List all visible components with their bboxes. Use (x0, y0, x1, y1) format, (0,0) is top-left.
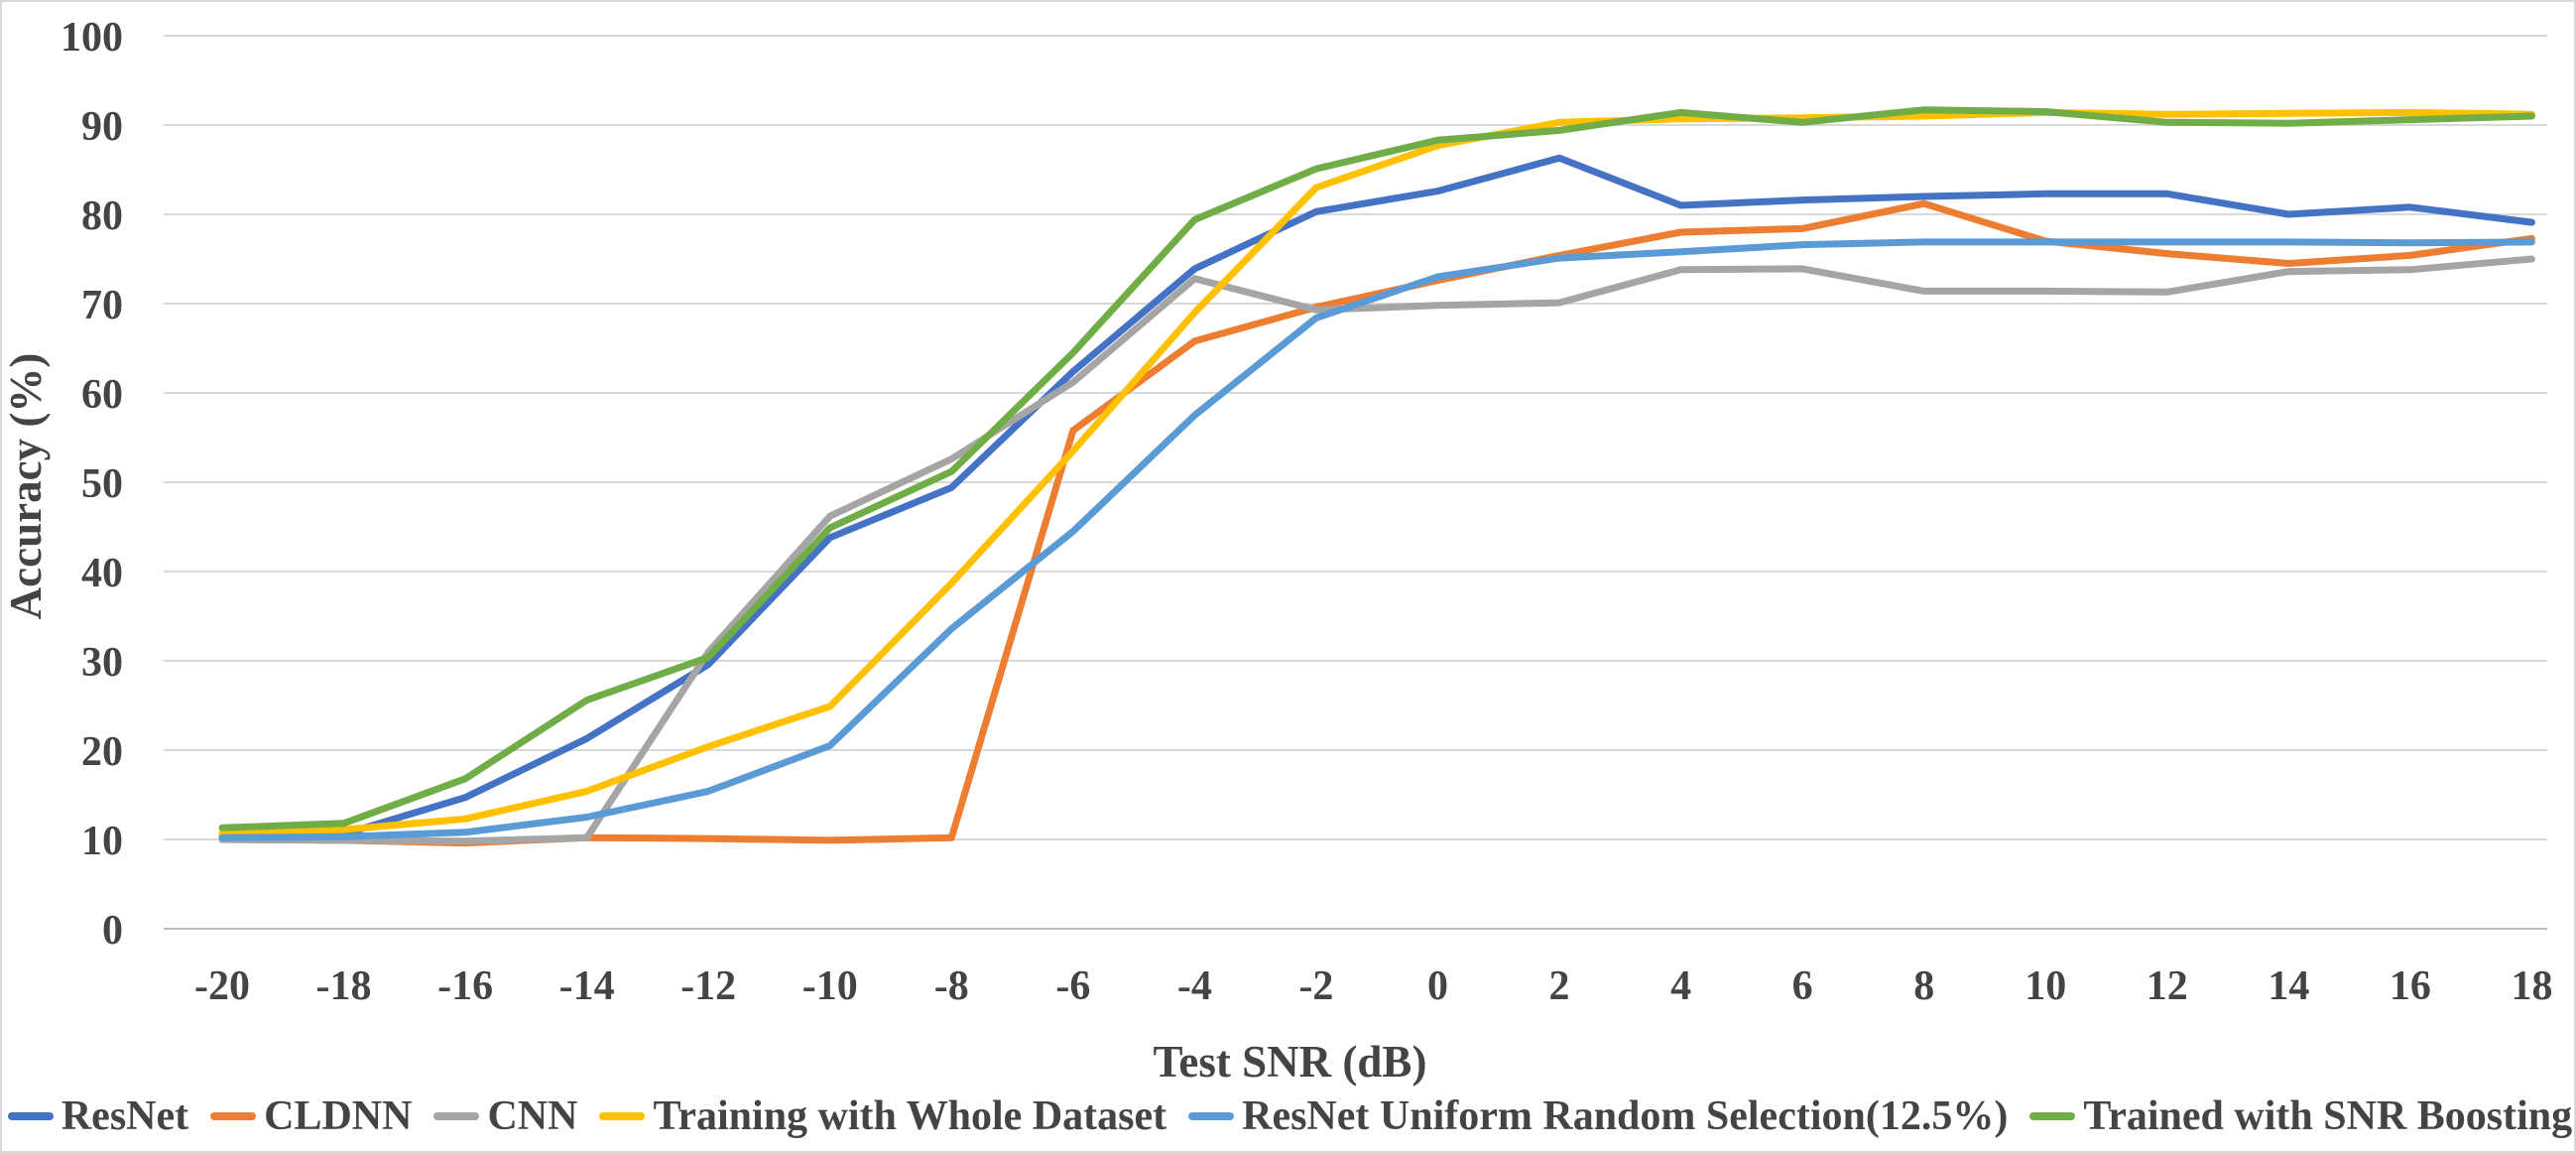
x-tick-label-8: 8 (1913, 963, 1934, 1009)
legend-label: Training with Whole Dataset (653, 1093, 1167, 1139)
x-tick-label-12: 12 (2147, 963, 2188, 1009)
x-tick-label--14: -14 (559, 963, 615, 1009)
x-tick-label-18: 18 (2511, 963, 2552, 1009)
x-tick-label--12: -12 (680, 963, 736, 1009)
legend-marker-icon (599, 1112, 646, 1120)
x-tick-label--2: -2 (1298, 963, 1333, 1009)
series-line-resnet-uniform-random-selection-12-5- (218, 238, 2535, 841)
x-tick-label-0: 0 (1427, 963, 1448, 1009)
legend-marker-icon (210, 1112, 257, 1120)
legend: ResNet CLDNN CNN Training with Whole Datase… (2, 1086, 2574, 1147)
y-tick-label-60: 60 (81, 372, 123, 418)
legend-label: ResNet (61, 1093, 189, 1139)
x-tick-label-2: 2 (1549, 963, 1570, 1009)
y-tick-label-20: 20 (81, 729, 123, 775)
y-tick-label-100: 100 (61, 15, 123, 61)
series-line-resnet (218, 154, 2535, 840)
x-tick-label--4: -4 (1177, 963, 1212, 1009)
y-tick-label-80: 80 (81, 193, 123, 239)
y-axis-title: Accuracy (%) (1, 352, 51, 620)
y-tick-label-30: 30 (81, 640, 123, 686)
x-axis-title: Test SNR (dB) (1153, 1037, 1427, 1087)
x-axis-tick-labels: -20 -18 -16 -14 -12 -10 -8 -6 -4 -2 0 2 4 6 8 10 12 14 16 1… (194, 963, 2552, 1009)
legend-item-training-with-whole-dataset: Training with Whole Dataset (599, 1092, 1166, 1140)
series-line-cnn (218, 255, 2535, 845)
legend-label: CLDNN (264, 1093, 413, 1139)
legend-item-cnn: CNN (433, 1092, 577, 1140)
legend-item-resnet-uniform-random-selection-12-5-: ResNet Uniform Random Selection(12.5%) (1188, 1092, 2008, 1140)
series-line-training-with-whole-dataset (218, 108, 2535, 837)
x-tick-label-4: 4 (1670, 963, 1691, 1009)
legend-marker-icon (433, 1112, 480, 1120)
x-tick-label--10: -10 (802, 963, 858, 1009)
legend-item-trained-with-snr-boosting: Trained with SNR Boosting (2029, 1092, 2572, 1140)
gridlines (164, 35, 2547, 930)
legend-label: CNN (487, 1093, 578, 1139)
x-tick-label-14: 14 (2268, 963, 2309, 1009)
y-axis-tick-labels: 0 10 20 30 40 50 60 70 80 90 100 (61, 15, 123, 954)
x-tick-label-16: 16 (2390, 963, 2431, 1009)
y-tick-label-70: 70 (81, 283, 123, 328)
x-tick-label--6: -6 (1055, 963, 1090, 1009)
y-tick-label-90: 90 (81, 104, 123, 150)
x-tick-label--8: -8 (934, 963, 969, 1009)
legend-item-cldnn: CLDNN (210, 1092, 412, 1140)
legend-item-resnet: ResNet (7, 1092, 189, 1140)
x-tick-label-10: 10 (2024, 963, 2066, 1009)
y-tick-label-40: 40 (81, 551, 123, 596)
y-tick-label-50: 50 (81, 461, 123, 507)
legend-marker-icon (1188, 1112, 1235, 1120)
x-tick-label--16: -16 (437, 963, 493, 1009)
legend-marker-icon (2029, 1112, 2076, 1120)
legend-label: ResNet Uniform Random Selection(12.5%) (1242, 1093, 2009, 1139)
x-tick-label--18: -18 (316, 963, 372, 1009)
legend-marker-icon (7, 1112, 54, 1120)
x-tick-label--20: -20 (194, 963, 250, 1009)
series-lines (218, 106, 2535, 847)
x-tick-label-6: 6 (1792, 963, 1813, 1009)
legend-label: Trained with SNR Boosting (2083, 1093, 2573, 1139)
y-tick-label-10: 10 (81, 819, 123, 864)
y-tick-label-0: 0 (102, 908, 123, 954)
series-line-trained-with-snr-boosting (218, 106, 2535, 832)
